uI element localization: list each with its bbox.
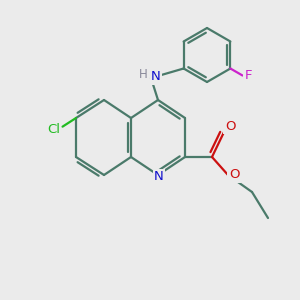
Text: N: N [151,70,161,83]
Text: Cl: Cl [47,123,60,136]
Text: O: O [225,119,235,133]
Text: N: N [154,170,164,184]
Text: H: H [139,68,147,82]
Text: O: O [229,169,239,182]
Text: F: F [245,69,252,82]
